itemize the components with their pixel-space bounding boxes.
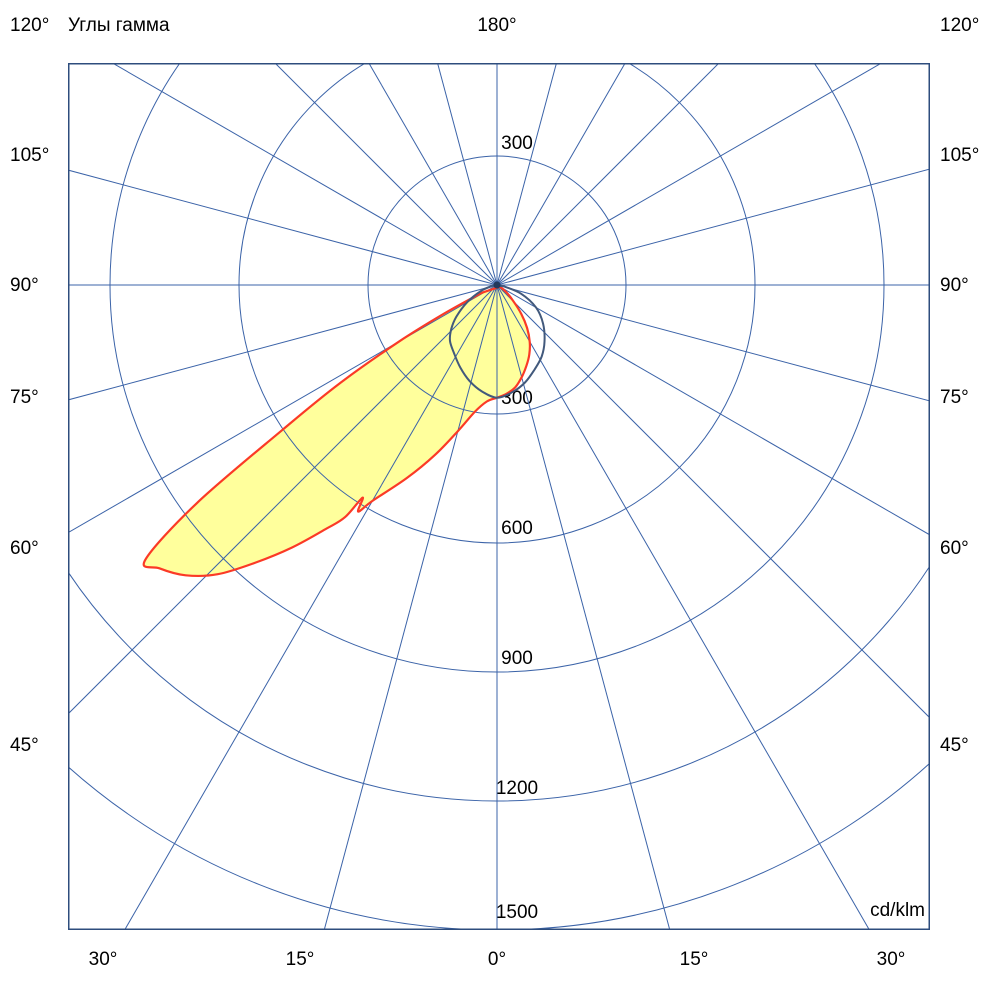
gamma-label-right-45: 45°: [940, 735, 969, 756]
radial-tick-1500: 1500: [495, 902, 539, 923]
radial-tick-300-above: 300: [501, 133, 533, 154]
gamma-label-bottom-0: 0°: [487, 949, 507, 970]
gamma-label-bottom-30r: 30°: [876, 949, 906, 970]
gamma-label-bottom-15r: 15°: [679, 949, 709, 970]
gamma-label-right-105: 105°: [940, 145, 980, 166]
gamma-label-right-90: 90°: [940, 275, 969, 296]
gamma-label-bottom-15l: 15°: [285, 949, 315, 970]
gamma-label-left-45: 45°: [10, 735, 39, 756]
gamma-label-bottom-30l: 30°: [88, 949, 118, 970]
gamma-label-right-60: 60°: [940, 538, 969, 559]
radial-tick-900: 900: [501, 648, 533, 669]
gamma-label-left-105: 105°: [10, 145, 50, 166]
gamma-label-left-90: 90°: [10, 275, 39, 296]
gamma-label-top-right: 120°: [940, 15, 980, 36]
gamma-label-left-75: 75°: [10, 387, 39, 408]
gamma-label-top-center: 180°: [477, 15, 517, 36]
gamma-label-top-left: 120°: [10, 15, 50, 36]
radial-tick-1200: 1200: [495, 778, 539, 799]
diagram-title: Углы гамма: [68, 15, 170, 36]
gamma-label-right-75: 75°: [940, 387, 969, 408]
radial-tick-600: 600: [501, 518, 533, 539]
unit-label: cd/klm: [870, 900, 925, 921]
polar-plot-svg: [68, 63, 930, 930]
gamma-label-left-60: 60°: [10, 538, 39, 559]
